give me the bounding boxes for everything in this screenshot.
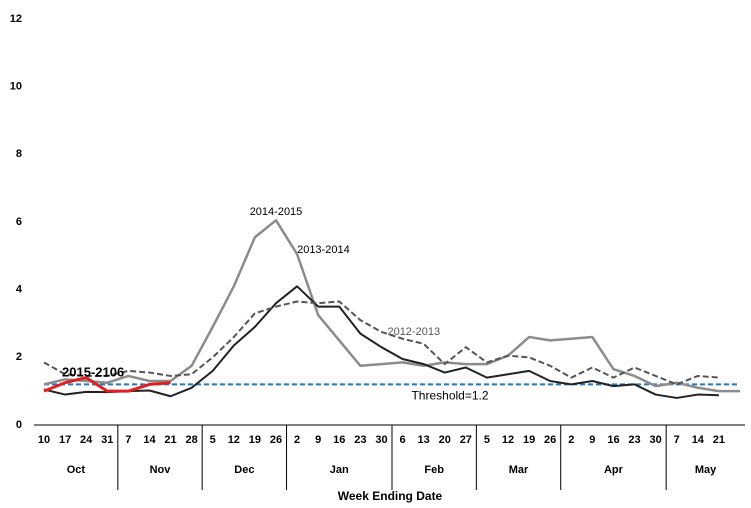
x-tick-label: 9 — [315, 434, 321, 446]
x-tick-label: 16 — [333, 434, 345, 446]
x-tick-label: 2 — [568, 434, 574, 446]
x-tick-label: 28 — [186, 434, 198, 446]
month-label: Oct — [67, 464, 86, 476]
x-tick-label: 27 — [460, 434, 472, 446]
series-line — [43, 376, 171, 393]
series-label: 2012-2013 — [387, 326, 440, 338]
x-tick-label: 23 — [628, 434, 640, 446]
x-tick-label: 13 — [418, 434, 430, 446]
x-tick-label: 21 — [164, 434, 176, 446]
series-label: 2014-2015 — [250, 206, 303, 218]
x-tick-label: 14 — [143, 434, 156, 446]
y-tick-label: 0 — [16, 419, 22, 431]
month-label: Mar — [509, 464, 529, 476]
x-tick-label: 9 — [589, 434, 595, 446]
y-tick-label: 6 — [16, 216, 22, 228]
y-tick-label: 8 — [16, 148, 22, 160]
y-tick-label: 12 — [10, 13, 22, 25]
x-tick-label: 16 — [607, 434, 619, 446]
threshold-label: Threshold=1.2 — [411, 389, 488, 403]
x-tick-label: 12 — [502, 434, 514, 446]
x-tick-label: 6 — [399, 434, 405, 446]
x-tick-label: 24 — [80, 434, 93, 446]
x-axis-title: Week Ending Date — [338, 489, 443, 503]
y-tick-label: 10 — [10, 81, 22, 93]
x-tick-label: 12 — [228, 434, 240, 446]
x-tick-label: 5 — [484, 434, 490, 446]
series-line — [43, 219, 740, 393]
x-tick-label: 7 — [674, 434, 680, 446]
x-tick-label: 23 — [354, 434, 366, 446]
x-tick-label: 14 — [692, 434, 705, 446]
x-tick-label: 20 — [439, 434, 451, 446]
x-tick-label: 26 — [544, 434, 556, 446]
series-label: 2013-2014 — [297, 244, 350, 256]
x-tick-label: 21 — [713, 434, 725, 446]
x-tick-label: 19 — [249, 434, 261, 446]
x-tick-label: 2 — [294, 434, 300, 446]
x-tick-label: 7 — [125, 434, 131, 446]
x-tick-label: 26 — [270, 434, 282, 446]
series-line — [43, 300, 719, 386]
y-tick-label: 2 — [16, 351, 22, 363]
month-label: Nov — [150, 464, 172, 476]
x-tick-label: 31 — [101, 434, 113, 446]
x-tick-label: 19 — [523, 434, 535, 446]
x-tick-label: 17 — [59, 434, 71, 446]
x-tick-label: 5 — [210, 434, 216, 446]
month-label: Feb — [424, 464, 444, 476]
x-tick-label: 30 — [375, 434, 387, 446]
x-tick-label: 30 — [650, 434, 662, 446]
series-label: 2015-2106 — [62, 365, 124, 380]
month-label: Jan — [330, 464, 349, 476]
month-label: Dec — [234, 464, 254, 476]
month-label: Apr — [604, 464, 624, 476]
month-label: May — [695, 464, 717, 476]
x-tick-label: 10 — [38, 434, 50, 446]
y-tick-label: 4 — [16, 284, 23, 296]
series-line — [43, 285, 719, 399]
